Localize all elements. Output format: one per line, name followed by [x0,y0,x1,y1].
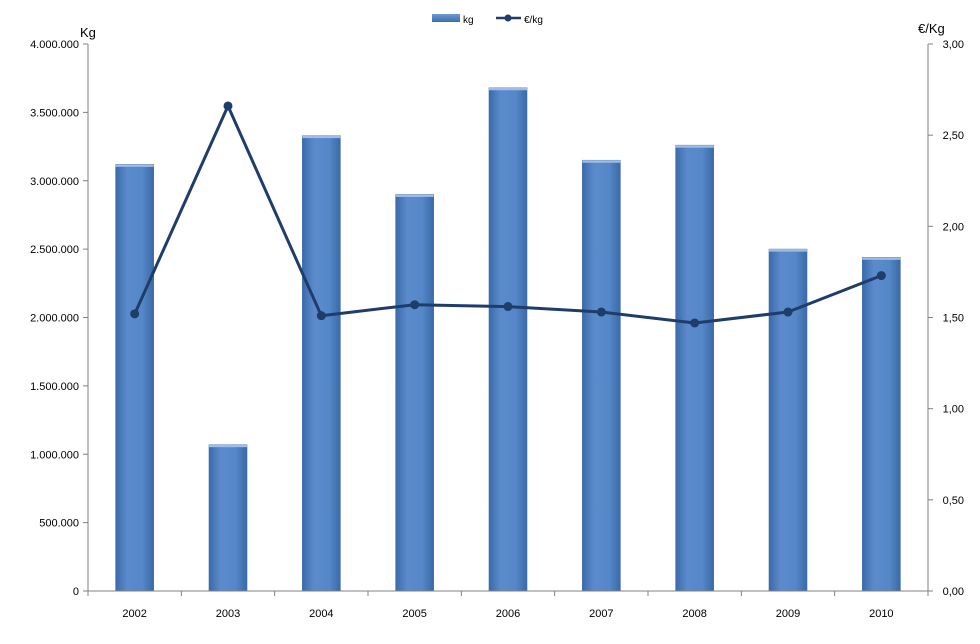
bar-top-highlight-2003 [209,444,247,448]
bar-2010 [862,257,901,592]
x-tick-label-2005: 2005 [402,608,426,620]
bar-top-highlight-2005 [395,194,434,197]
bar-2007 [582,159,621,592]
price-point-2002 [130,309,140,319]
legend: kg €/kg [432,14,543,26]
legend-kg-label: kg [463,15,474,26]
y-left-tick-label: 3.500.000 [30,107,79,119]
legend-kg-swatch [432,14,460,22]
y-right-tick-label: 0,50 [943,495,964,507]
y-right-tick-label: 2,50 [943,130,964,142]
bar-top-highlight-2008 [675,145,714,148]
bar-2009 [768,248,808,592]
x-ticks: 2002 2003 2004 2005 2006 2007 2008 2009 2010 [87,591,929,620]
y-right-tick-label: 0,00 [943,586,964,598]
bar-top-highlight-2007 [582,160,621,163]
price-point-2008 [690,318,700,328]
x-tick-label-2007: 2007 [589,608,613,620]
bar-top-highlight-2006 [489,87,527,91]
y-right-tick-label: 1,50 [943,313,964,325]
price-point-2010 [876,271,886,281]
bar-2005 [395,194,434,592]
x-tick-label-2002: 2002 [122,608,146,620]
bar-2003 [208,444,248,592]
y-right-tick-label: 2,00 [943,221,964,233]
bar-top-highlight-2004 [302,135,341,139]
bar-top-highlight-2009 [769,249,807,252]
y-left-tick-label: 500.000 [39,518,79,530]
y-left-axis-title: Kg [80,25,96,40]
price-point-2009 [783,307,793,317]
price-point-2006 [503,302,513,312]
price-point-2003 [223,101,233,111]
y-left-tick-label: 1.000.000 [30,449,79,461]
x-tick-label-2009: 2009 [776,608,800,620]
bar-2006 [488,87,528,592]
y-left-tick-label: 1.500.000 [30,381,79,393]
y-left-ticks: 0 500.000 1.000.000 1.500.000 2.000.000 2.500… [30,39,88,598]
line-series-price [130,101,886,328]
x-tick-label-2008: 2008 [682,608,706,620]
x-tick-label-2004: 2004 [309,608,333,620]
y-right-axis-title: €/Kg [918,21,945,36]
y-left-tick-label: 2.000.000 [30,313,79,325]
y-right-tick-label: 1,00 [943,404,964,416]
bar-2008 [675,144,714,592]
y-left-tick-label: 2.500.000 [30,244,79,256]
y-left-tick-label: 3.000.000 [30,176,79,188]
y-left-tick-label: 0 [73,586,79,598]
price-point-2004 [316,311,326,321]
x-tick-label-2006: 2006 [496,608,520,620]
legend-price-label: €/kg [524,15,543,26]
bar-2004 [302,135,341,592]
bar-top-highlight-2002 [115,164,154,167]
price-point-2005 [410,300,420,310]
bar-series-kg [115,87,901,592]
x-tick-label-2010: 2010 [869,608,893,620]
y-right-ticks: 0,00 0,50 1,00 1,50 2,00 2,50 3,00 [928,39,964,598]
x-tick-label-2003: 2003 [216,608,240,620]
bar-top-highlight-2010 [862,257,901,260]
price-point-2007 [596,307,606,317]
bar-2002 [115,164,154,592]
y-left-tick-label: 4.000.000 [30,39,79,51]
legend-price-marker [504,14,512,22]
y-right-tick-label: 3,00 [943,39,964,51]
